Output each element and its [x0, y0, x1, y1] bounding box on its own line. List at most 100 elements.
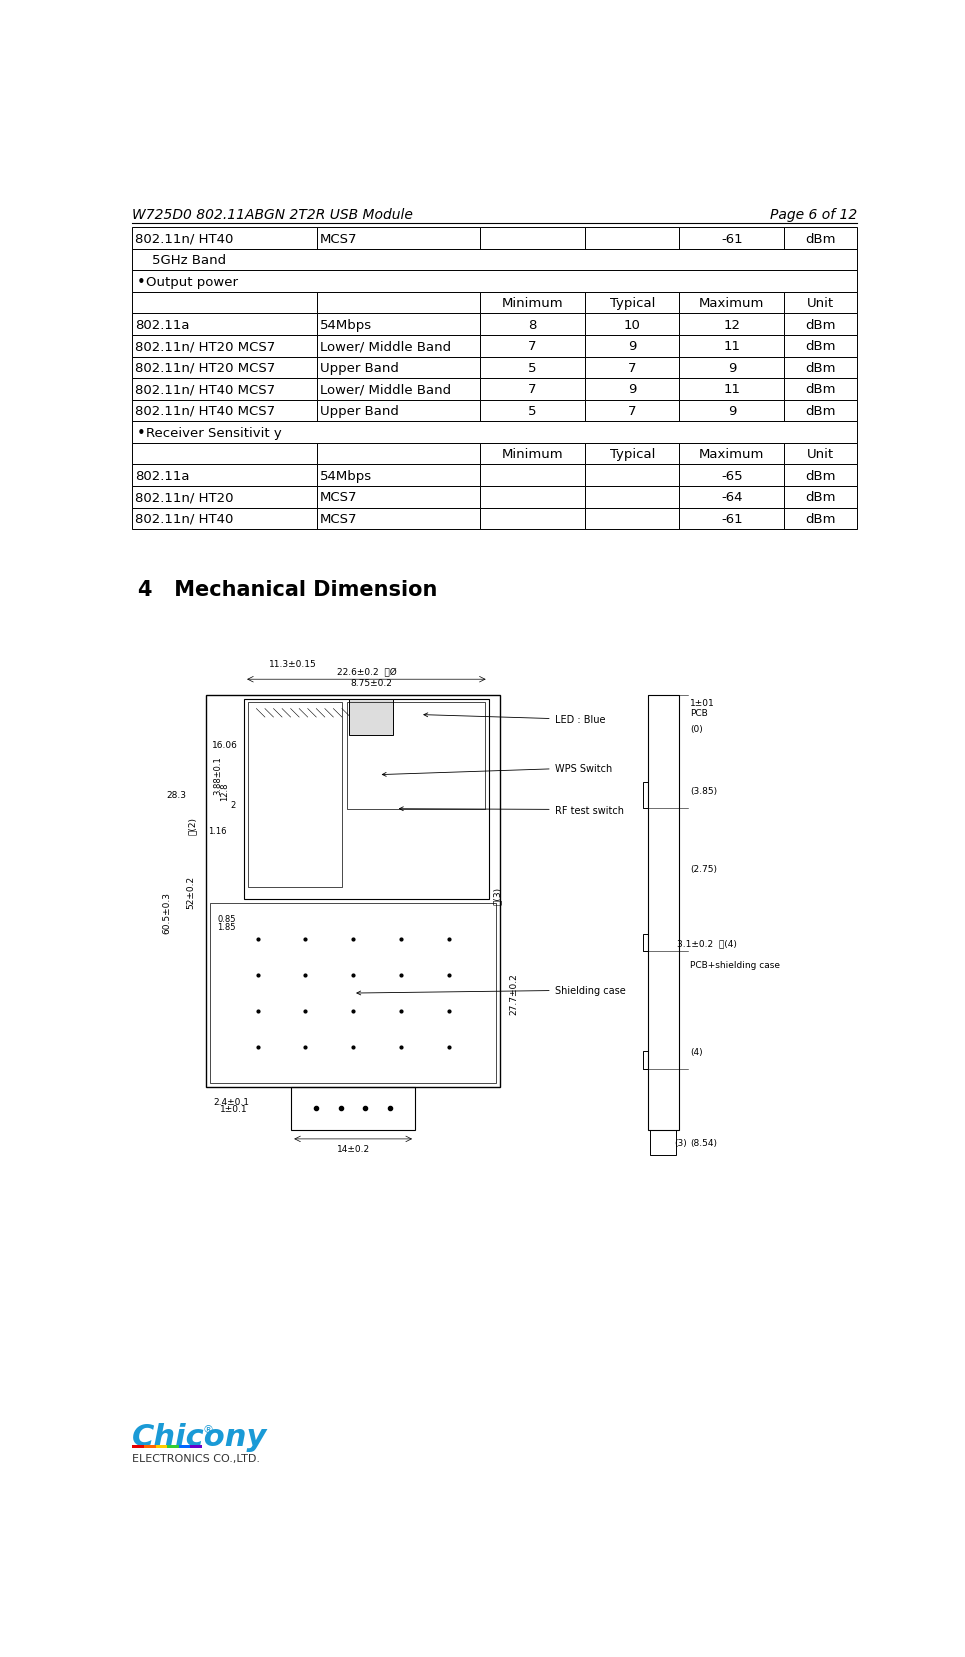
Text: 12: 12	[724, 318, 740, 331]
Text: •: •	[137, 426, 146, 441]
Bar	[132, 401, 317, 423]
Text: (4): (4)	[690, 1047, 703, 1056]
Bar	[155, 1445, 167, 1448]
Text: Receiver Sensitivit y: Receiver Sensitivit y	[147, 426, 282, 439]
Bar	[480, 229, 585, 250]
Text: 9: 9	[728, 404, 736, 418]
Bar	[480, 444, 585, 466]
Bar	[132, 229, 317, 250]
Bar	[679, 358, 785, 379]
Text: Typical: Typical	[610, 447, 655, 461]
Bar	[785, 229, 857, 250]
Text: 7: 7	[529, 383, 537, 396]
Text: MCS7: MCS7	[320, 232, 358, 245]
Bar	[349, 699, 394, 736]
Text: 27.7±0.2: 27.7±0.2	[510, 973, 519, 1014]
Bar	[585, 444, 679, 466]
Text: 5: 5	[529, 404, 537, 418]
Text: Page 6 of 12: Page 6 of 12	[770, 209, 857, 222]
Text: 11.3±0.15: 11.3±0.15	[269, 659, 317, 668]
Text: dBm: dBm	[806, 340, 836, 353]
Bar	[132, 487, 317, 509]
Bar	[167, 1445, 179, 1448]
Bar	[785, 293, 857, 315]
Bar	[144, 1445, 155, 1448]
Text: 11: 11	[724, 383, 740, 396]
Bar	[785, 315, 857, 336]
Text: Lower/ Middle Band: Lower/ Middle Band	[320, 340, 452, 353]
Bar	[317, 509, 480, 530]
Text: dBm: dBm	[806, 404, 836, 418]
Text: (3): (3)	[675, 1138, 687, 1147]
Text: (8.54): (8.54)	[690, 1138, 717, 1147]
Text: Minimum: Minimum	[502, 447, 564, 461]
Bar	[679, 401, 785, 423]
Bar	[480, 466, 585, 487]
Bar	[679, 509, 785, 530]
Text: (3.85): (3.85)	[690, 787, 717, 795]
Text: 802.11n/ HT40: 802.11n/ HT40	[135, 232, 234, 245]
Bar	[132, 315, 317, 336]
Bar	[648, 696, 678, 1130]
Text: 5: 5	[529, 361, 537, 374]
Text: 7: 7	[628, 361, 637, 374]
Text: 802.11n/ HT40 MCS7: 802.11n/ HT40 MCS7	[135, 404, 275, 418]
Text: 802.11a: 802.11a	[135, 318, 190, 331]
Bar	[317, 315, 480, 336]
Text: 8: 8	[529, 318, 537, 331]
Bar	[643, 782, 648, 809]
Bar	[480, 315, 585, 336]
Bar	[132, 466, 317, 487]
Text: Unit: Unit	[807, 297, 834, 310]
Bar	[585, 336, 679, 358]
Bar	[480, 358, 585, 379]
Text: 52±0.2: 52±0.2	[186, 875, 195, 908]
Bar	[190, 1445, 202, 1448]
Bar	[585, 401, 679, 423]
Text: 4   Mechanical Dimension: 4 Mechanical Dimension	[138, 580, 438, 600]
Bar	[679, 229, 785, 250]
Bar	[643, 1052, 648, 1069]
Bar	[679, 379, 785, 401]
Bar	[132, 358, 317, 379]
Bar	[785, 336, 857, 358]
Bar	[209, 903, 497, 1084]
Text: MCS7: MCS7	[320, 512, 358, 525]
Text: -65: -65	[721, 469, 743, 482]
Bar	[317, 358, 480, 379]
Text: 28.3: 28.3	[166, 790, 186, 800]
Text: 802.11n/ HT40: 802.11n/ HT40	[135, 512, 234, 525]
Text: 60.5±0.3: 60.5±0.3	[163, 891, 172, 933]
Text: 0.85: 0.85	[217, 915, 236, 923]
Bar	[132, 250, 857, 272]
Text: Shielding case: Shielding case	[357, 986, 625, 996]
Text: •: •	[137, 275, 146, 290]
Bar	[785, 466, 857, 487]
Bar	[132, 1445, 144, 1448]
Bar	[346, 703, 484, 809]
Text: dBm: dBm	[806, 361, 836, 374]
Text: -61: -61	[721, 512, 743, 525]
Text: Minimum: Minimum	[502, 297, 564, 310]
Text: PCB: PCB	[690, 709, 708, 717]
Bar	[480, 379, 585, 401]
Text: Unit: Unit	[807, 447, 834, 461]
Text: dBm: dBm	[806, 490, 836, 504]
Text: Ⓜ(2): Ⓜ(2)	[187, 817, 197, 833]
Text: (0): (0)	[690, 724, 703, 734]
Text: PCB+shielding case: PCB+shielding case	[690, 961, 781, 969]
Text: dBm: dBm	[806, 318, 836, 331]
Text: 3.1±0.2  Ⓜ(4): 3.1±0.2 Ⓜ(4)	[677, 938, 737, 948]
Text: -64: -64	[721, 490, 743, 504]
Text: -61: -61	[721, 232, 743, 245]
Bar	[643, 935, 648, 951]
Text: 5GHz Band: 5GHz Band	[135, 254, 227, 267]
Text: 8.75±0.2: 8.75±0.2	[350, 678, 392, 688]
Bar	[480, 293, 585, 315]
Bar	[132, 272, 857, 293]
Bar	[785, 401, 857, 423]
Bar	[480, 336, 585, 358]
Bar	[317, 466, 480, 487]
Bar	[679, 466, 785, 487]
Text: Upper Band: Upper Band	[320, 361, 399, 374]
